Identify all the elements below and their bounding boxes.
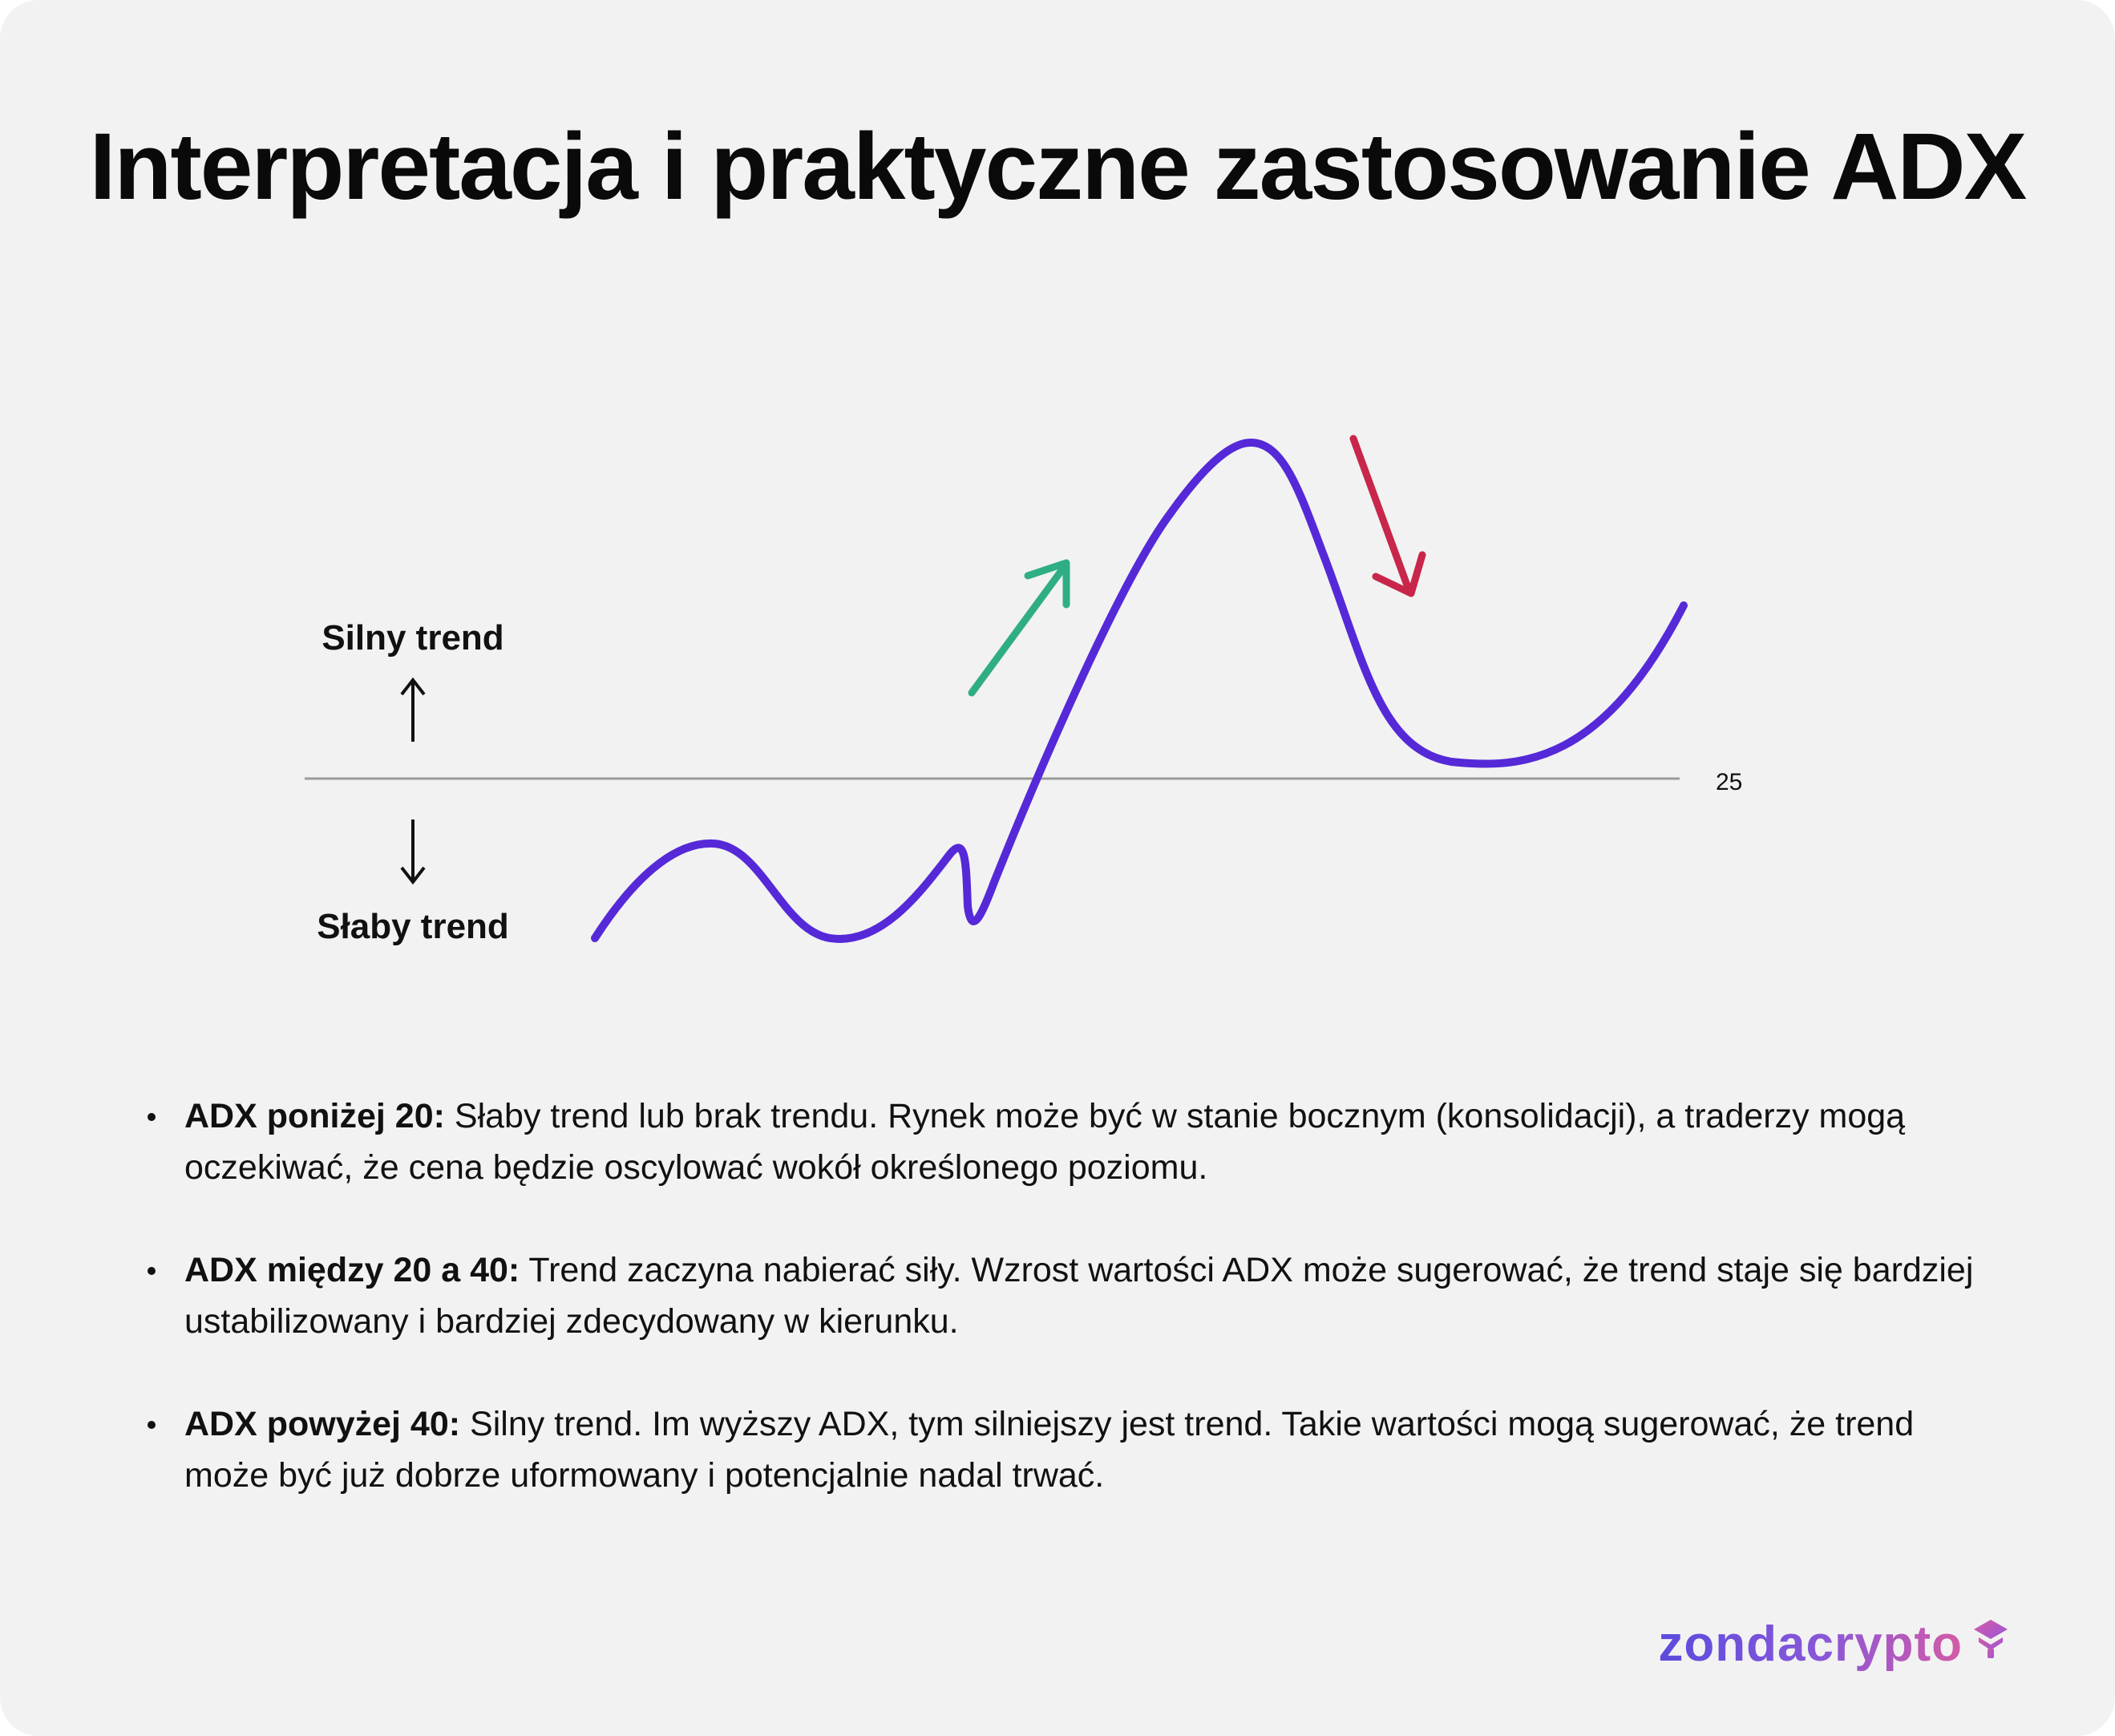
bullet-term: ADX poniżej 20: bbox=[184, 1097, 445, 1135]
adx-curve bbox=[591, 439, 1688, 943]
arrow-up-icon bbox=[400, 677, 426, 742]
weak-trend-label: Słaby trend bbox=[317, 907, 509, 946]
arrow-down-icon bbox=[400, 819, 426, 885]
bullet-text: Słaby trend lub brak trendu. Rynek może … bbox=[184, 1097, 1906, 1187]
bullet-term: ADX między 20 a 40: bbox=[184, 1251, 520, 1289]
bullet-text: Trend zaczyna nabierać siły. Wzrost wart… bbox=[184, 1251, 1974, 1341]
adx-bullet-list: ADX poniżej 20: Słaby trend lub brak tre… bbox=[144, 1091, 1988, 1552]
zonda-logo-icon bbox=[1974, 1620, 2008, 1658]
page-title: Interpretacja i praktyczne zastosowanie … bbox=[89, 114, 2028, 220]
list-item: ADX między 20 a 40: Trend zaczyna nabier… bbox=[144, 1244, 1988, 1347]
strong-trend-label: Silny trend bbox=[321, 618, 503, 658]
bullet-term: ADX powyżej 40: bbox=[184, 1405, 461, 1443]
list-item: ADX poniżej 20: Słaby trend lub brak tre… bbox=[144, 1091, 1988, 1193]
list-item: ADX powyżej 40: Silny trend. Im wyższy A… bbox=[144, 1398, 1988, 1501]
trend-up-arrow-icon bbox=[968, 559, 1070, 697]
trend-down-arrow-icon bbox=[1349, 435, 1426, 597]
threshold-label: 25 bbox=[1716, 769, 1742, 795]
bullet-text: Silny trend. Im wyższy ADX, tym silniejs… bbox=[184, 1405, 1915, 1495]
brand-logo-text: zondacrypto bbox=[1658, 1617, 1963, 1672]
